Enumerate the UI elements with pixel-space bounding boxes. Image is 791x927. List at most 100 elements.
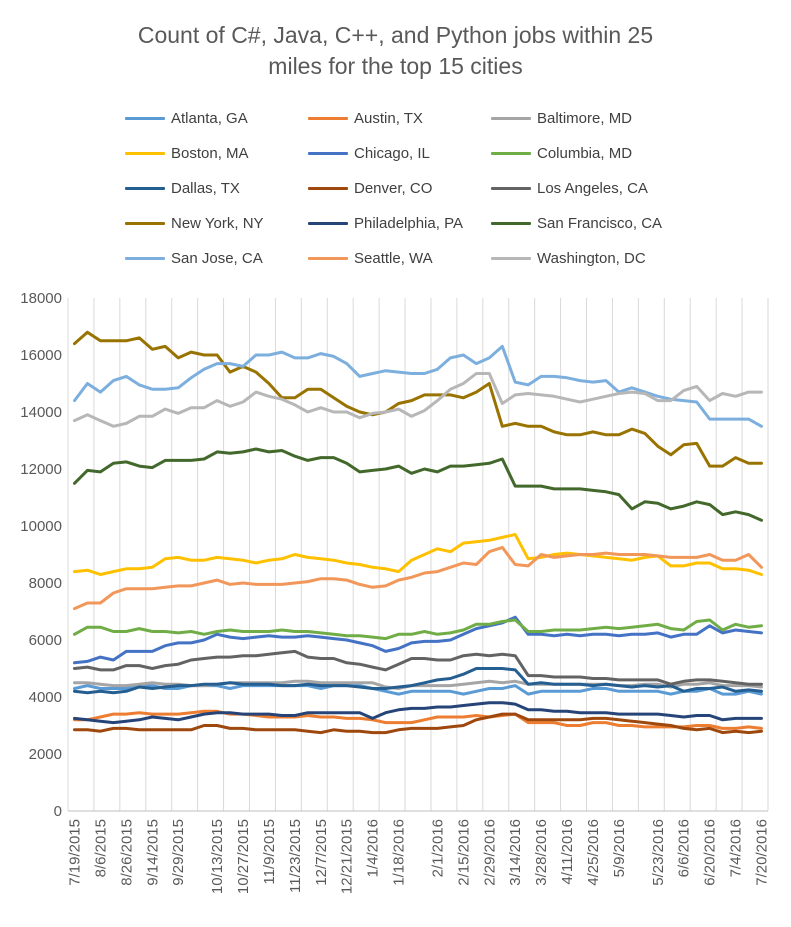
gridlines <box>67 298 769 811</box>
legend-label: Denver, CO <box>354 179 433 197</box>
legend-swatch <box>491 221 531 225</box>
legend-swatch <box>308 186 348 190</box>
y-axis: 0 2000 4000 6000 8000 10000 12000 14000 16000 180… <box>20 290 62 820</box>
legend-swatch <box>491 256 531 260</box>
x-tick-label: 12/7/2015 <box>313 819 330 886</box>
legend-label: Seattle, WA <box>354 249 433 267</box>
x-tick-label: 11/23/2015 <box>287 819 304 893</box>
y-tick-label: 16000 <box>20 347 62 364</box>
legend-item-washington-dc: Washington, DC <box>491 248 646 268</box>
series-group <box>73 330 763 735</box>
legend-item-dallas-tx: Dallas, TX <box>125 178 240 198</box>
legend-item-san-jose-ca: San Jose, CA <box>125 248 263 268</box>
legend-swatch <box>491 116 531 120</box>
legend-swatch <box>125 151 165 155</box>
y-tick-label: 18000 <box>20 290 62 307</box>
x-tick-label: 3/28/2016 <box>533 819 550 886</box>
chart-title: Count of C#, Java, C++, and Python jobs … <box>0 20 791 82</box>
series-line-seattle-wa <box>73 545 763 611</box>
legend-swatch <box>491 186 531 190</box>
series-line-denver-co <box>73 712 763 735</box>
x-tick-label: 2/1/2016 <box>429 819 446 877</box>
series-line-philadelphia-pa <box>73 701 763 725</box>
legend-item-columbia-md: Columbia, MD <box>491 143 632 163</box>
legend-label: Baltimore, MD <box>537 109 633 127</box>
legend-label: Washington, DC <box>537 249 646 267</box>
series-line-los-angeles-ca <box>73 649 763 686</box>
legend-swatch <box>308 151 348 155</box>
legend-item-chicago-il: Chicago, IL <box>308 143 430 163</box>
legend-label: Chicago, IL <box>354 144 430 162</box>
legend-label: Austin, TX <box>354 109 423 127</box>
series-line-washington-dc <box>73 372 763 428</box>
legend-swatch <box>125 256 165 260</box>
series-line-san-francisco-ca <box>73 447 763 522</box>
x-tick-label: 1/18/2016 <box>391 819 408 886</box>
y-tick-label: 2000 <box>29 746 62 763</box>
legend-swatch <box>125 221 165 225</box>
y-tick-label: 10000 <box>20 518 62 535</box>
series-line-austin-tx <box>73 709 763 730</box>
x-tick-label: 2/29/2016 <box>481 819 498 886</box>
series-line-new-york-ny <box>73 330 763 468</box>
legend-item-austin-tx: Austin, TX <box>308 108 423 128</box>
y-tick-label: 4000 <box>29 689 62 706</box>
legend-swatch <box>308 221 348 225</box>
y-tick-label: 12000 <box>20 461 62 478</box>
legend-swatch <box>491 151 531 155</box>
series-line-boston-ma <box>73 533 763 576</box>
legend-label: Philadelphia, PA <box>354 214 463 232</box>
series-line-dallas-tx <box>73 667 763 695</box>
x-tick-label: 10/27/2015 <box>235 819 252 894</box>
legend-item-philadelphia-pa: Philadelphia, PA <box>308 213 463 233</box>
x-tick-label: 7/19/2015 <box>66 819 83 886</box>
legend-label: Atlanta, GA <box>171 109 248 127</box>
legend-item-san-francisco-ca: San Francisco, CA <box>491 213 662 233</box>
legend-label: Boston, MA <box>171 144 249 162</box>
x-tick-label: 10/13/2015 <box>209 819 226 894</box>
legend-item-boston-ma: Boston, MA <box>125 143 249 163</box>
x-tick-label: 7/4/2016 <box>728 819 745 877</box>
x-tick-label: 8/6/2015 <box>92 819 109 877</box>
y-tick-label: 0 <box>54 803 62 820</box>
x-tick-label: 12/21/2015 <box>339 819 356 894</box>
x-tick-label: 6/20/2016 <box>702 819 719 886</box>
legend-swatch <box>308 116 348 120</box>
x-tick-label: 8/26/2015 <box>118 819 135 886</box>
x-tick-label: 6/6/2016 <box>676 819 693 877</box>
y-tick-label: 6000 <box>29 632 62 649</box>
chart-title-line-1: Count of C#, Java, C++, and Python jobs … <box>137 22 654 48</box>
y-tick-label: 14000 <box>20 404 62 421</box>
legend-label: San Jose, CA <box>171 249 263 267</box>
series-line-columbia-md <box>73 618 763 641</box>
legend-item-los-angeles-ca: Los Angeles, CA <box>491 178 648 198</box>
x-tick-label: 5/9/2016 <box>611 819 628 877</box>
x-tick-label: 9/14/2015 <box>144 819 161 886</box>
legend-swatch <box>125 116 165 120</box>
chart-title-line-2: miles for the top 15 cities <box>268 53 523 79</box>
legend-item-seattle-wa: Seattle, WA <box>308 248 433 268</box>
x-tick-label: 2/15/2016 <box>455 819 472 886</box>
legend-label: New York, NY <box>171 214 264 232</box>
x-axis: 7/19/2015 8/6/2015 8/26/2015 9/14/2015 9/29/… <box>66 819 770 894</box>
x-tick-label: 1/4/2016 <box>365 819 382 877</box>
legend-label: San Francisco, CA <box>537 214 663 232</box>
legend-swatch <box>125 186 165 190</box>
legend-item-denver-co: Denver, CO <box>308 178 432 198</box>
x-tick-label: 4/11/2016 <box>559 819 576 885</box>
legend-swatch <box>308 256 348 260</box>
legend-label: Columbia, MD <box>537 144 633 162</box>
series-line-san-jose-ca <box>73 344 763 428</box>
legend-item-baltimore-md: Baltimore, MD <box>491 108 632 128</box>
legend-label: Dallas, TX <box>171 179 240 197</box>
legend-item-atlanta-ga: Atlanta, GA <box>125 108 248 128</box>
legend-item-new-york-ny: New York, NY <box>125 213 264 233</box>
x-tick-label: 4/25/2016 <box>585 819 602 886</box>
y-tick-label: 8000 <box>29 575 62 592</box>
x-tick-label: 7/20/2016 <box>754 819 771 886</box>
x-tick-label: 9/29/2015 <box>170 819 187 886</box>
x-tick-label: 3/14/2016 <box>507 819 524 886</box>
legend-label: Los Angeles, CA <box>537 179 648 197</box>
series-line-chicago-il <box>73 615 763 665</box>
